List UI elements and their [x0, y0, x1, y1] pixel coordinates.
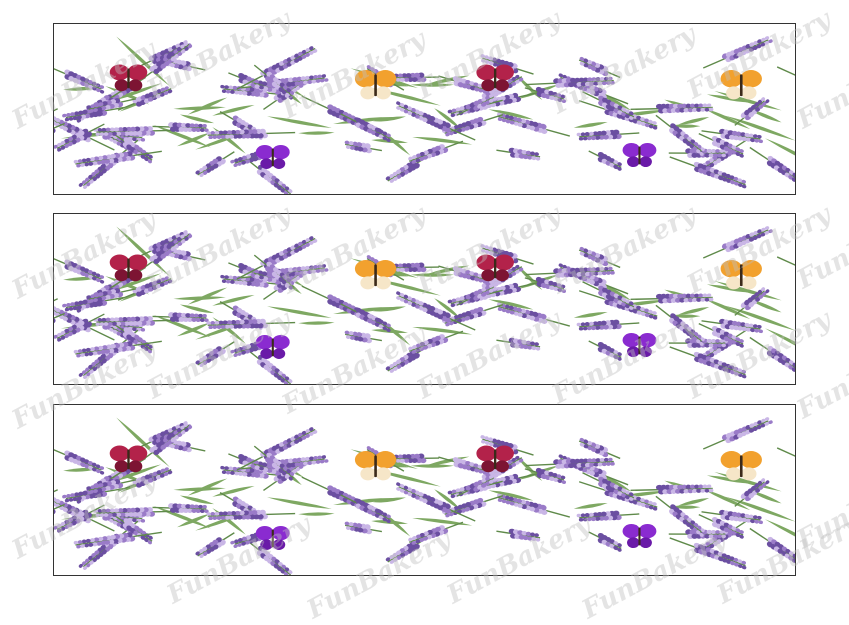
lavender-sprig-icon: [701, 316, 764, 334]
leaf-shape: [212, 103, 255, 117]
red-butterfly-icon: [110, 65, 148, 92]
orange-butterfly-icon: [355, 70, 396, 99]
lavender-sprig-icon: [206, 509, 295, 521]
leaf-shape: [298, 131, 334, 135]
lavender-sprig-icon: [668, 533, 749, 570]
orange-butterfly-icon: [355, 260, 396, 289]
lavender-sprig-icon: [668, 152, 749, 189]
lavender-sprig-icon: [587, 528, 625, 554]
purple-butterfly-icon: [256, 145, 290, 169]
leaf-shape: [212, 484, 255, 498]
lavender-strip-3: [53, 404, 796, 576]
leaf-shape: [298, 512, 334, 516]
orange-butterfly-icon: [721, 451, 762, 480]
leaf-shape: [574, 311, 608, 320]
lavender-border-illustration: [54, 24, 795, 194]
leaf-shape: [574, 121, 608, 130]
watermark-text: FunBakery: [792, 195, 849, 296]
red-butterfly-icon: [476, 446, 514, 473]
orange-butterfly-icon: [721, 260, 762, 289]
lavender-border-illustration: [54, 214, 795, 384]
purple-butterfly-icon: [256, 335, 290, 359]
watermark-text: FunBakery: [792, 35, 849, 136]
lavender-sprig-icon: [496, 526, 542, 542]
leaf-shape: [267, 496, 332, 511]
purple-butterfly-icon: [623, 333, 657, 357]
lavender-sprig-icon: [441, 300, 504, 328]
purple-butterfly-icon: [623, 524, 657, 548]
lavender-sprig-icon: [390, 262, 439, 272]
watermark-text: FunBakery: [792, 455, 849, 556]
lavender-sprig-icon: [390, 72, 439, 82]
lavender-sprig-icon: [441, 491, 504, 519]
lavender-sprig-icon: [343, 139, 382, 155]
red-butterfly-icon: [110, 255, 148, 282]
lavender-border-illustration: [54, 405, 795, 575]
lavender-sprig-icon: [343, 520, 382, 536]
lavender-sprig-icon: [441, 110, 504, 138]
leaf-shape: [267, 115, 332, 130]
watermark-text: FunBakery: [792, 325, 849, 426]
lavender-sprig-icon: [495, 301, 571, 330]
lavender-sprig-icon: [775, 444, 795, 489]
red-butterfly-icon: [476, 255, 514, 282]
lavender-sprig-icon: [194, 529, 237, 561]
purple-butterfly-icon: [623, 143, 657, 167]
orange-butterfly-icon: [721, 70, 762, 99]
lavender-sprig-icon: [390, 453, 439, 463]
lavender-sprig-icon: [701, 415, 773, 454]
lavender-sprig-icon: [775, 253, 795, 298]
leaf-shape: [574, 502, 608, 511]
lavender-sprig-icon: [701, 224, 773, 263]
lavender-sprig-icon: [701, 126, 764, 144]
leaf-shape: [267, 305, 332, 320]
orange-butterfly-icon: [355, 451, 396, 480]
red-butterfly-icon: [110, 446, 148, 473]
leaf-shape: [212, 293, 255, 307]
red-butterfly-icon: [476, 65, 514, 92]
lavender-sprig-icon: [576, 509, 639, 523]
lavender-sprig-icon: [701, 34, 773, 73]
lavender-sprig-icon: [496, 335, 542, 351]
lavender-sprig-icon: [668, 342, 749, 379]
lavender-strip-1: [53, 23, 796, 195]
lavender-sprig-icon: [206, 318, 295, 330]
lavender-sprig-icon: [587, 337, 625, 363]
lavender-sprig-icon: [576, 128, 639, 142]
lavender-sprig-icon: [495, 492, 571, 521]
lavender-sprig-icon: [701, 507, 764, 525]
lavender-sprig-icon: [496, 145, 542, 161]
lavender-sprig-icon: [343, 329, 382, 345]
lavender-sprig-icon: [576, 318, 639, 332]
purple-butterfly-icon: [256, 526, 290, 550]
lavender-sprig-icon: [587, 147, 625, 173]
lavender-sprig-icon: [206, 128, 295, 140]
lavender-strip-2: [53, 213, 796, 385]
lavender-sprig-icon: [194, 338, 237, 370]
lavender-sprig-icon: [775, 63, 795, 108]
leaf-shape: [298, 321, 334, 325]
lavender-sprig-icon: [194, 148, 237, 180]
lavender-sprig-icon: [495, 111, 571, 140]
